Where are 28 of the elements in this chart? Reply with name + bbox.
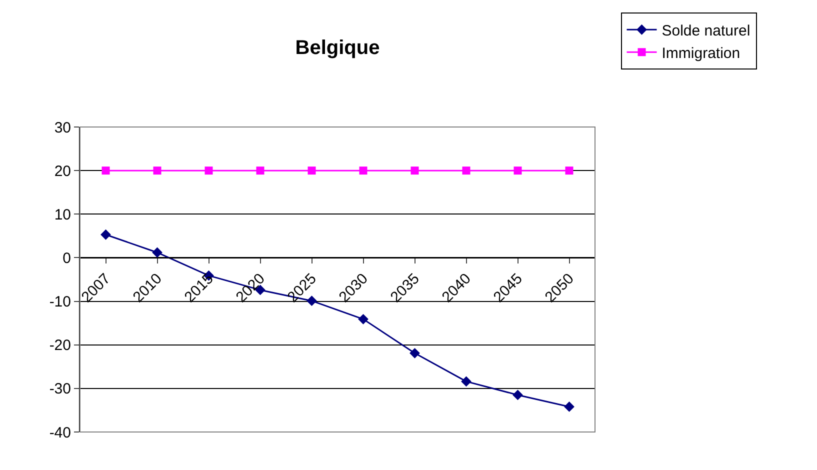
- point: [462, 166, 470, 175]
- point: [514, 166, 522, 175]
- point: [102, 166, 110, 175]
- chart-title: Belgique: [295, 37, 380, 59]
- y-tick-label: -30: [49, 380, 71, 398]
- point: [410, 348, 420, 358]
- point: [308, 166, 316, 175]
- point: [153, 166, 162, 175]
- y-tick-label: -40: [49, 424, 71, 442]
- legend-label: Solde naturel: [662, 22, 750, 40]
- point: [204, 166, 213, 175]
- point: [359, 166, 368, 175]
- point: [512, 390, 523, 400]
- y-tick-label: -20: [49, 337, 71, 354]
- legend-label: Immigration: [662, 44, 740, 62]
- point: [358, 314, 368, 324]
- point: [256, 166, 264, 175]
- y-tick-label: 0: [62, 250, 71, 267]
- y-tick-label: 10: [54, 206, 71, 224]
- point: [461, 376, 472, 387]
- y-tick-label: -10: [49, 294, 71, 311]
- point: [564, 402, 574, 412]
- point: [410, 166, 419, 175]
- point: [565, 166, 574, 175]
- y-tick-label: 20: [54, 162, 71, 180]
- point: [100, 229, 111, 240]
- y-tick-label: 30: [54, 119, 71, 136]
- point: [152, 247, 162, 258]
